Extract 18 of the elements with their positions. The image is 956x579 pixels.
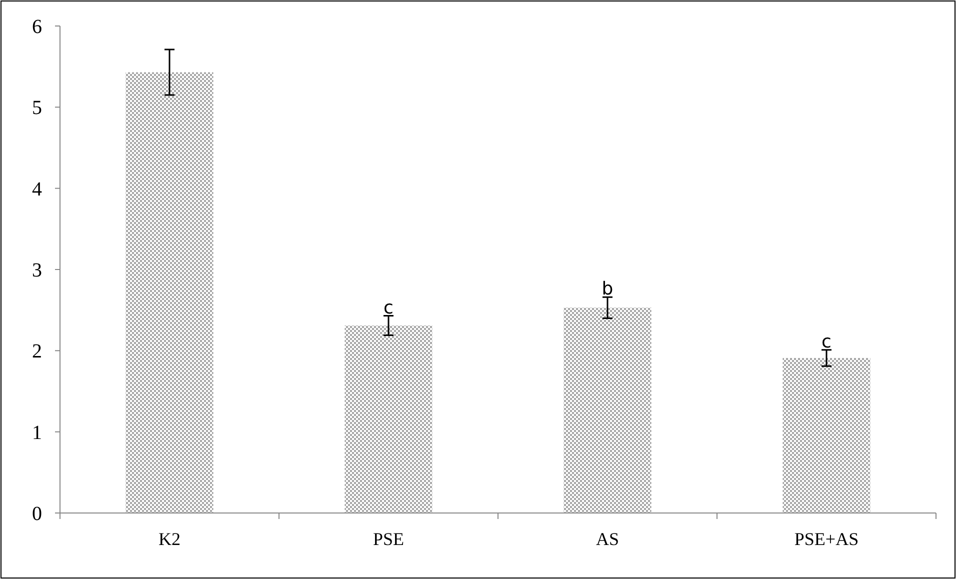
y-tick-label: 1 — [32, 422, 42, 444]
x-tick-label: K2 — [158, 529, 180, 549]
y-tick-label: 3 — [32, 260, 42, 282]
annotation: c — [822, 331, 832, 352]
x-tick-label: PSE — [372, 529, 404, 549]
bar — [564, 308, 652, 513]
annotation: b — [602, 278, 614, 300]
x-tick-label: AS — [596, 529, 620, 549]
annotation: c — [384, 297, 394, 318]
bar — [344, 326, 432, 513]
y-tick-label: 5 — [32, 97, 42, 120]
y-tick-label: 6 — [32, 16, 42, 38]
y-tick-label: 0 — [32, 503, 42, 525]
y-tick-label: 4 — [32, 178, 42, 200]
x-tick-label: PSE+AS — [794, 529, 859, 549]
bar — [782, 358, 870, 513]
y-tick-label: 2 — [32, 340, 42, 363]
bar — [126, 72, 214, 513]
